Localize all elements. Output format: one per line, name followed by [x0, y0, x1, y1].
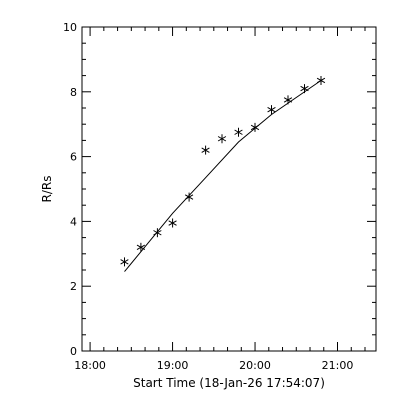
data-point — [267, 105, 276, 115]
y-tick-label: 2 — [70, 280, 77, 293]
asterisk-stroke — [250, 124, 260, 131]
asterisk-stroke — [217, 136, 227, 142]
asterisk-stroke — [316, 77, 326, 84]
y-axis-label: R/Rs — [40, 176, 54, 203]
x-axis-label: Start Time (18-Jan-26 17:54:07) — [133, 376, 325, 390]
asterisk-stroke — [168, 220, 177, 226]
asterisk-stroke — [136, 244, 146, 251]
y-tick-label: 6 — [70, 151, 77, 164]
data-point — [217, 134, 227, 144]
asterisk-stroke — [234, 129, 243, 135]
asterisk-stroke — [184, 194, 194, 200]
asterisk-stroke — [267, 106, 276, 113]
asterisk-stroke — [153, 230, 162, 236]
data-point — [300, 84, 309, 94]
y-tick-label: 8 — [70, 86, 77, 99]
y-tick-label: 4 — [70, 215, 77, 228]
x-tick-label: 19:00 — [157, 359, 189, 372]
y-tick-label: 10 — [63, 21, 77, 34]
data-point — [120, 257, 129, 267]
asterisk-stroke — [120, 259, 129, 265]
y-tick-label: 0 — [70, 345, 77, 358]
data-point — [184, 192, 194, 202]
data-point — [234, 127, 243, 137]
x-tick-label: 20:00 — [239, 359, 271, 372]
data-point — [201, 145, 210, 155]
data-point — [168, 218, 177, 228]
x-tick-label: 21:00 — [322, 359, 354, 372]
asterisk-stroke — [283, 97, 293, 103]
data-point — [283, 95, 293, 105]
plot-frame — [81, 26, 377, 352]
data-point — [153, 228, 162, 238]
data-point — [316, 76, 326, 85]
x-tick-label: 18:00 — [74, 359, 106, 372]
data-point — [250, 122, 260, 132]
data-point — [136, 242, 146, 252]
asterisk-stroke — [300, 85, 309, 92]
fit-line — [124, 80, 322, 272]
asterisk-stroke — [201, 147, 210, 153]
